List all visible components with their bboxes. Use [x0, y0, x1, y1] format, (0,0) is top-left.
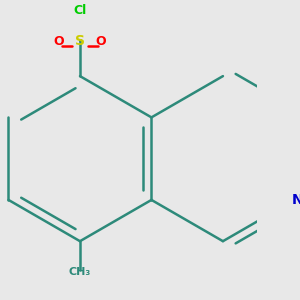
Text: O: O	[95, 35, 106, 48]
Text: CH₃: CH₃	[69, 267, 91, 277]
Text: N: N	[292, 193, 300, 207]
Text: Cl: Cl	[74, 4, 87, 16]
Text: S: S	[75, 34, 85, 49]
Text: O: O	[54, 35, 64, 48]
